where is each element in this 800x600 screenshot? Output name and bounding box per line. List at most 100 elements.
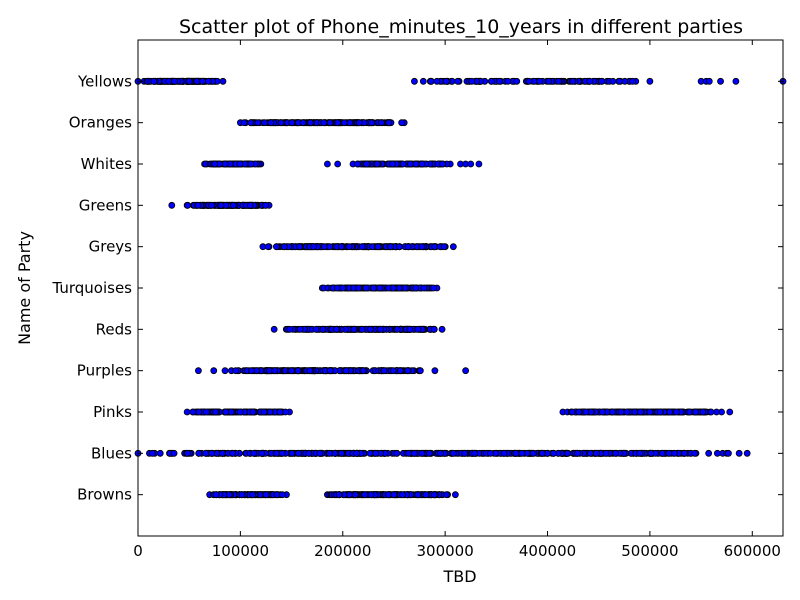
data-point-blues [405,449,413,457]
data-point-purples [396,367,404,375]
data-point-reds [333,325,340,333]
data-point-oranges [326,119,334,127]
data-point-yellows [504,77,512,85]
y-tick-label: Greys [89,238,133,256]
data-point-blues [529,449,537,457]
data-point-pinks [575,408,583,416]
y-axis-title: Name of Party [15,231,34,345]
data-point-whites [467,160,475,168]
data-point-greys [374,243,382,251]
data-point-pinks [202,408,210,416]
data-point-purples [404,367,412,375]
data-point-yellows [717,77,724,85]
data-point-greens [168,201,176,209]
data-point-greys [418,243,426,251]
data-point-oranges [267,119,275,127]
data-point-browns [225,491,233,499]
data-point-purples [232,367,240,375]
data-point-blues [326,449,333,457]
data-point-whites [389,160,396,168]
data-point-browns [262,491,270,499]
data-point-turquoises [376,284,384,292]
data-point-yellows [219,77,227,85]
data-point-pinks [692,408,699,416]
data-point-whites [323,160,331,168]
data-point-purples [380,367,388,375]
data-point-browns [390,491,398,499]
data-point-turquoises [389,284,397,292]
data-point-reds [358,325,366,333]
data-point-oranges [340,119,348,127]
plot-frame [137,39,784,537]
x-tick-label: 200000 [314,542,371,560]
y-tick-label: Oranges [69,114,132,132]
data-point-greens [194,201,202,209]
data-point-greens [230,201,237,209]
data-point-blues [278,449,286,457]
y-axis: Browns Blues Pinks Purples Reds Turquoises Gre… [51,72,783,504]
data-point-yellows [495,77,503,85]
data-point-blues [449,449,457,457]
y-tick-label: Browns [77,486,132,504]
data-point-greys [337,243,345,251]
data-point-reds [350,325,358,333]
data-point-purples [210,367,218,375]
data-point-browns [451,491,459,499]
data-point-oranges [334,119,342,127]
data-point-browns [335,491,343,499]
data-point-yellows [468,77,476,85]
data-point-yellows [621,77,629,85]
data-point-yellows [598,77,605,85]
data-point-whites [247,160,255,168]
data-point-pinks [666,408,674,416]
y-tick-label: Purples [77,362,132,380]
x-axis-title: TBD [442,567,476,586]
data-point-greys [440,243,448,251]
data-point-oranges [277,119,285,127]
data-point-blues [338,449,345,457]
data-point-pinks [623,408,631,416]
data-point-pinks [726,408,734,416]
x-tick-label: 400000 [519,542,576,560]
data-point-purples [247,367,255,375]
data-point-yellows [433,77,441,85]
data-point-pinks [222,408,230,416]
data-point-greens [184,201,192,209]
data-point-greys [395,243,403,251]
data-point-purples [416,367,424,375]
data-point-greys [264,243,272,251]
data-point-yellows [442,77,450,85]
data-point-blues [593,449,600,457]
data-point-yellows [165,77,173,85]
data-point-pinks [599,408,606,416]
data-point-purples [288,367,295,375]
data-point-purples [294,367,302,375]
data-point-blues [425,449,433,457]
data-point-oranges [377,119,385,127]
data-point-browns [399,491,406,499]
data-point-greys [296,243,304,251]
data-point-purples [359,367,367,375]
data-point-greys [449,243,457,251]
data-point-pinks [646,408,654,416]
data-point-whites [221,160,229,168]
data-point-yellows [705,77,713,85]
data-point-blues [410,449,418,457]
x-tick-label: 500000 [621,542,678,560]
data-point-pinks [260,408,268,416]
data-point-whites [373,160,381,168]
y-tick-label: Yellows [77,72,132,90]
data-point-blues [295,449,302,457]
data-point-whites [354,160,361,168]
chart-title: Scatter plot of Phone_minutes_10_years i… [179,16,743,38]
data-point-pinks [699,408,707,416]
data-point-blues [743,449,751,457]
data-point-oranges [288,119,296,127]
data-point-turquoises [430,284,438,292]
data-point-blues [258,449,266,457]
data-point-reds [312,325,320,333]
data-point-yellows [454,77,462,85]
data-point-yellows [609,77,617,85]
data-point-blues [218,449,226,457]
